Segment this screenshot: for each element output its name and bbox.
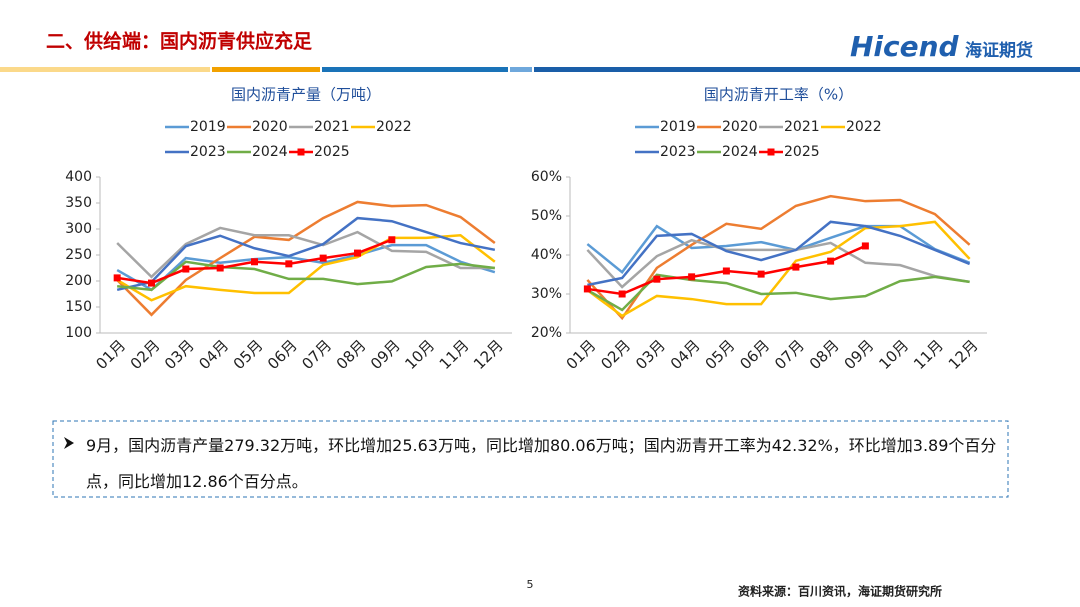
- x-tick-label: 04月: [667, 336, 704, 373]
- source-note: 资料来源：百川资讯，海证期货研究所: [738, 584, 942, 599]
- x-tick-label: 01月: [563, 336, 600, 373]
- y-tick-label: 50%: [531, 208, 562, 224]
- point-marker: [388, 236, 396, 244]
- legend-label: 2022: [376, 119, 412, 135]
- x-tick-label: 09月: [367, 336, 404, 373]
- series-line: [117, 260, 495, 292]
- x-tick-label: 02月: [597, 336, 634, 373]
- y-tick-label: 350: [65, 195, 92, 211]
- header-bar: [0, 67, 210, 72]
- summary-box: [52, 420, 1009, 498]
- point-marker: [251, 258, 258, 266]
- x-tick-label: 01月: [92, 336, 129, 373]
- legend-label: 2023: [660, 144, 696, 160]
- y-tick-label: 60%: [531, 169, 562, 185]
- series-line: [116, 200, 496, 317]
- x-tick-label: 08月: [806, 336, 843, 373]
- legend-label: 2020: [252, 119, 288, 135]
- brand-logo: Hicend: [850, 30, 960, 63]
- legend-label: 2025: [314, 144, 350, 160]
- x-tick-label: 03月: [161, 336, 198, 373]
- series-line: [116, 226, 495, 279]
- point-marker: [354, 249, 361, 257]
- series-line: [116, 243, 496, 292]
- x-tick-label: 03月: [632, 336, 669, 373]
- legend-label: 2020: [722, 119, 758, 135]
- x-tick-label: 10月: [875, 336, 912, 373]
- y-tick-label: 250: [65, 247, 92, 263]
- x-tick-label: 07月: [771, 336, 808, 373]
- page-number: 5: [527, 578, 534, 591]
- y-tick-label: 300: [65, 221, 92, 237]
- chart-title: 国内沥青产量（万吨）: [231, 86, 381, 104]
- header-bar: [510, 67, 532, 72]
- y-tick-label: 40%: [531, 247, 562, 263]
- series-line: [586, 194, 971, 321]
- x-tick-label: 08月: [333, 336, 370, 373]
- point-marker: [653, 275, 661, 283]
- header-bar: [212, 67, 320, 72]
- legend-label: 2021: [784, 119, 820, 135]
- legend-label: 2025: [784, 144, 820, 160]
- legend-label: 2019: [190, 119, 226, 135]
- legend-label: 2022: [846, 119, 882, 135]
- point-marker: [285, 260, 293, 268]
- point-marker: [583, 285, 591, 293]
- header-bar: [534, 67, 1080, 72]
- bullet: [64, 437, 74, 449]
- legend-label: 2024: [722, 144, 758, 160]
- series-line: [587, 220, 971, 287]
- series-line: [116, 216, 496, 292]
- point-marker: [319, 254, 327, 262]
- point-marker: [618, 290, 626, 298]
- x-tick-label: 11月: [436, 336, 473, 373]
- y-tick-label: 150: [65, 299, 92, 315]
- point-marker: [722, 267, 730, 275]
- x-tick-label: 11月: [910, 336, 947, 373]
- x-tick-label: 12月: [945, 336, 982, 373]
- x-tick-label: 09月: [841, 336, 878, 373]
- legend-label: 2023: [190, 144, 226, 160]
- point-marker: [861, 242, 869, 250]
- brand-name: 海证期货: [965, 40, 1033, 61]
- x-tick-label: 06月: [264, 336, 301, 373]
- x-tick-label: 10月: [401, 336, 438, 373]
- series-line: [586, 273, 970, 312]
- point-marker: [182, 265, 190, 273]
- legend-marker: [767, 148, 775, 156]
- legend-label: 2019: [660, 119, 696, 135]
- slide-title: 二、供给端：国内沥青供应充足: [46, 30, 313, 53]
- x-tick-label: 04月: [195, 336, 232, 373]
- point-marker: [757, 270, 765, 278]
- x-tick-label: 05月: [702, 336, 739, 373]
- point-marker: [113, 274, 121, 282]
- header-bar: [322, 67, 508, 72]
- y-tick-label: 100: [65, 325, 92, 341]
- series-line: [586, 224, 971, 274]
- y-tick-label: 20%: [531, 325, 562, 341]
- legend-label: 2021: [314, 119, 350, 135]
- legend-marker: [297, 148, 305, 156]
- y-tick-label: 200: [65, 273, 92, 289]
- point-marker: [827, 257, 835, 265]
- series-line: [586, 220, 971, 318]
- series-line: [586, 238, 970, 289]
- x-tick-label: 05月: [230, 336, 267, 373]
- x-tick-label: 07月: [298, 336, 335, 373]
- y-tick-label: 400: [65, 169, 92, 185]
- point-marker: [792, 263, 800, 271]
- y-tick-label: 30%: [531, 286, 562, 302]
- point-marker: [216, 264, 224, 272]
- x-tick-label: 06月: [736, 336, 773, 373]
- point-marker: [688, 273, 696, 281]
- summary-text: 9月，国内沥青产量279.32万吨，环比增加25.63万吨，同比增加80.06万…: [86, 436, 997, 491]
- x-tick-label: 02月: [127, 336, 164, 373]
- point-marker: [148, 279, 155, 287]
- x-tick-label: 12月: [470, 336, 507, 373]
- legend-label: 2024: [252, 144, 288, 160]
- chart-title: 国内沥青开工率（%）: [704, 86, 853, 104]
